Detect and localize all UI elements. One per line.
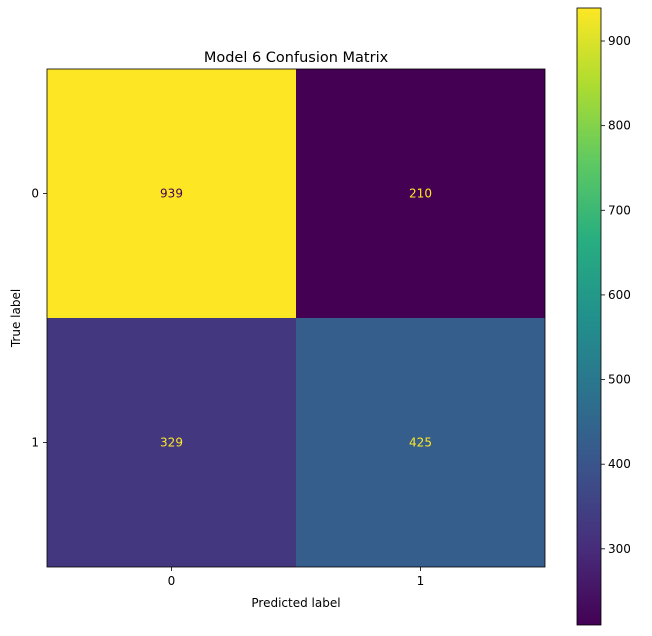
colorbar-tick-label-6: 900 xyxy=(608,34,631,48)
matrix-cell-1-1 xyxy=(296,318,545,567)
colorbar-tick-label-4: 700 xyxy=(608,203,631,217)
matrix-cells xyxy=(47,69,545,567)
y-axis-ticks: 01 xyxy=(31,187,47,450)
colorbar-tick-label-1: 400 xyxy=(608,457,631,471)
chart-title: Model 6 Confusion Matrix xyxy=(204,50,389,66)
matrix-cell-labels: 939 210 329 425 xyxy=(160,187,432,450)
y-tick-label-1: 1 xyxy=(31,436,39,450)
cell-value-1-1: 425 xyxy=(409,436,432,450)
matrix-cell-0-1 xyxy=(296,69,545,318)
colorbar-tick-label-3: 600 xyxy=(608,288,631,302)
colorbar-ticks: 300 400 500 600 700 800 900 xyxy=(601,34,631,556)
y-tick-label-0: 0 xyxy=(31,187,39,201)
colorbar-tick-label-0: 300 xyxy=(608,542,631,556)
colorbar xyxy=(576,7,602,626)
matrix-cell-0-0 xyxy=(47,69,296,318)
matrix-cell-1-0 xyxy=(47,318,296,567)
x-tick-label-1: 1 xyxy=(417,574,425,588)
cell-value-0-1: 210 xyxy=(409,187,432,201)
colorbar-tick-label-5: 800 xyxy=(608,119,631,133)
x-axis-label: Predicted label xyxy=(251,596,340,610)
x-tick-label-0: 0 xyxy=(168,574,176,588)
plot-frame xyxy=(46,68,546,568)
colorbar-tick-label-2: 500 xyxy=(608,373,631,387)
y-axis-label: True label xyxy=(9,289,23,348)
cell-value-0-0: 939 xyxy=(160,187,183,201)
cell-value-1-0: 329 xyxy=(160,436,183,450)
